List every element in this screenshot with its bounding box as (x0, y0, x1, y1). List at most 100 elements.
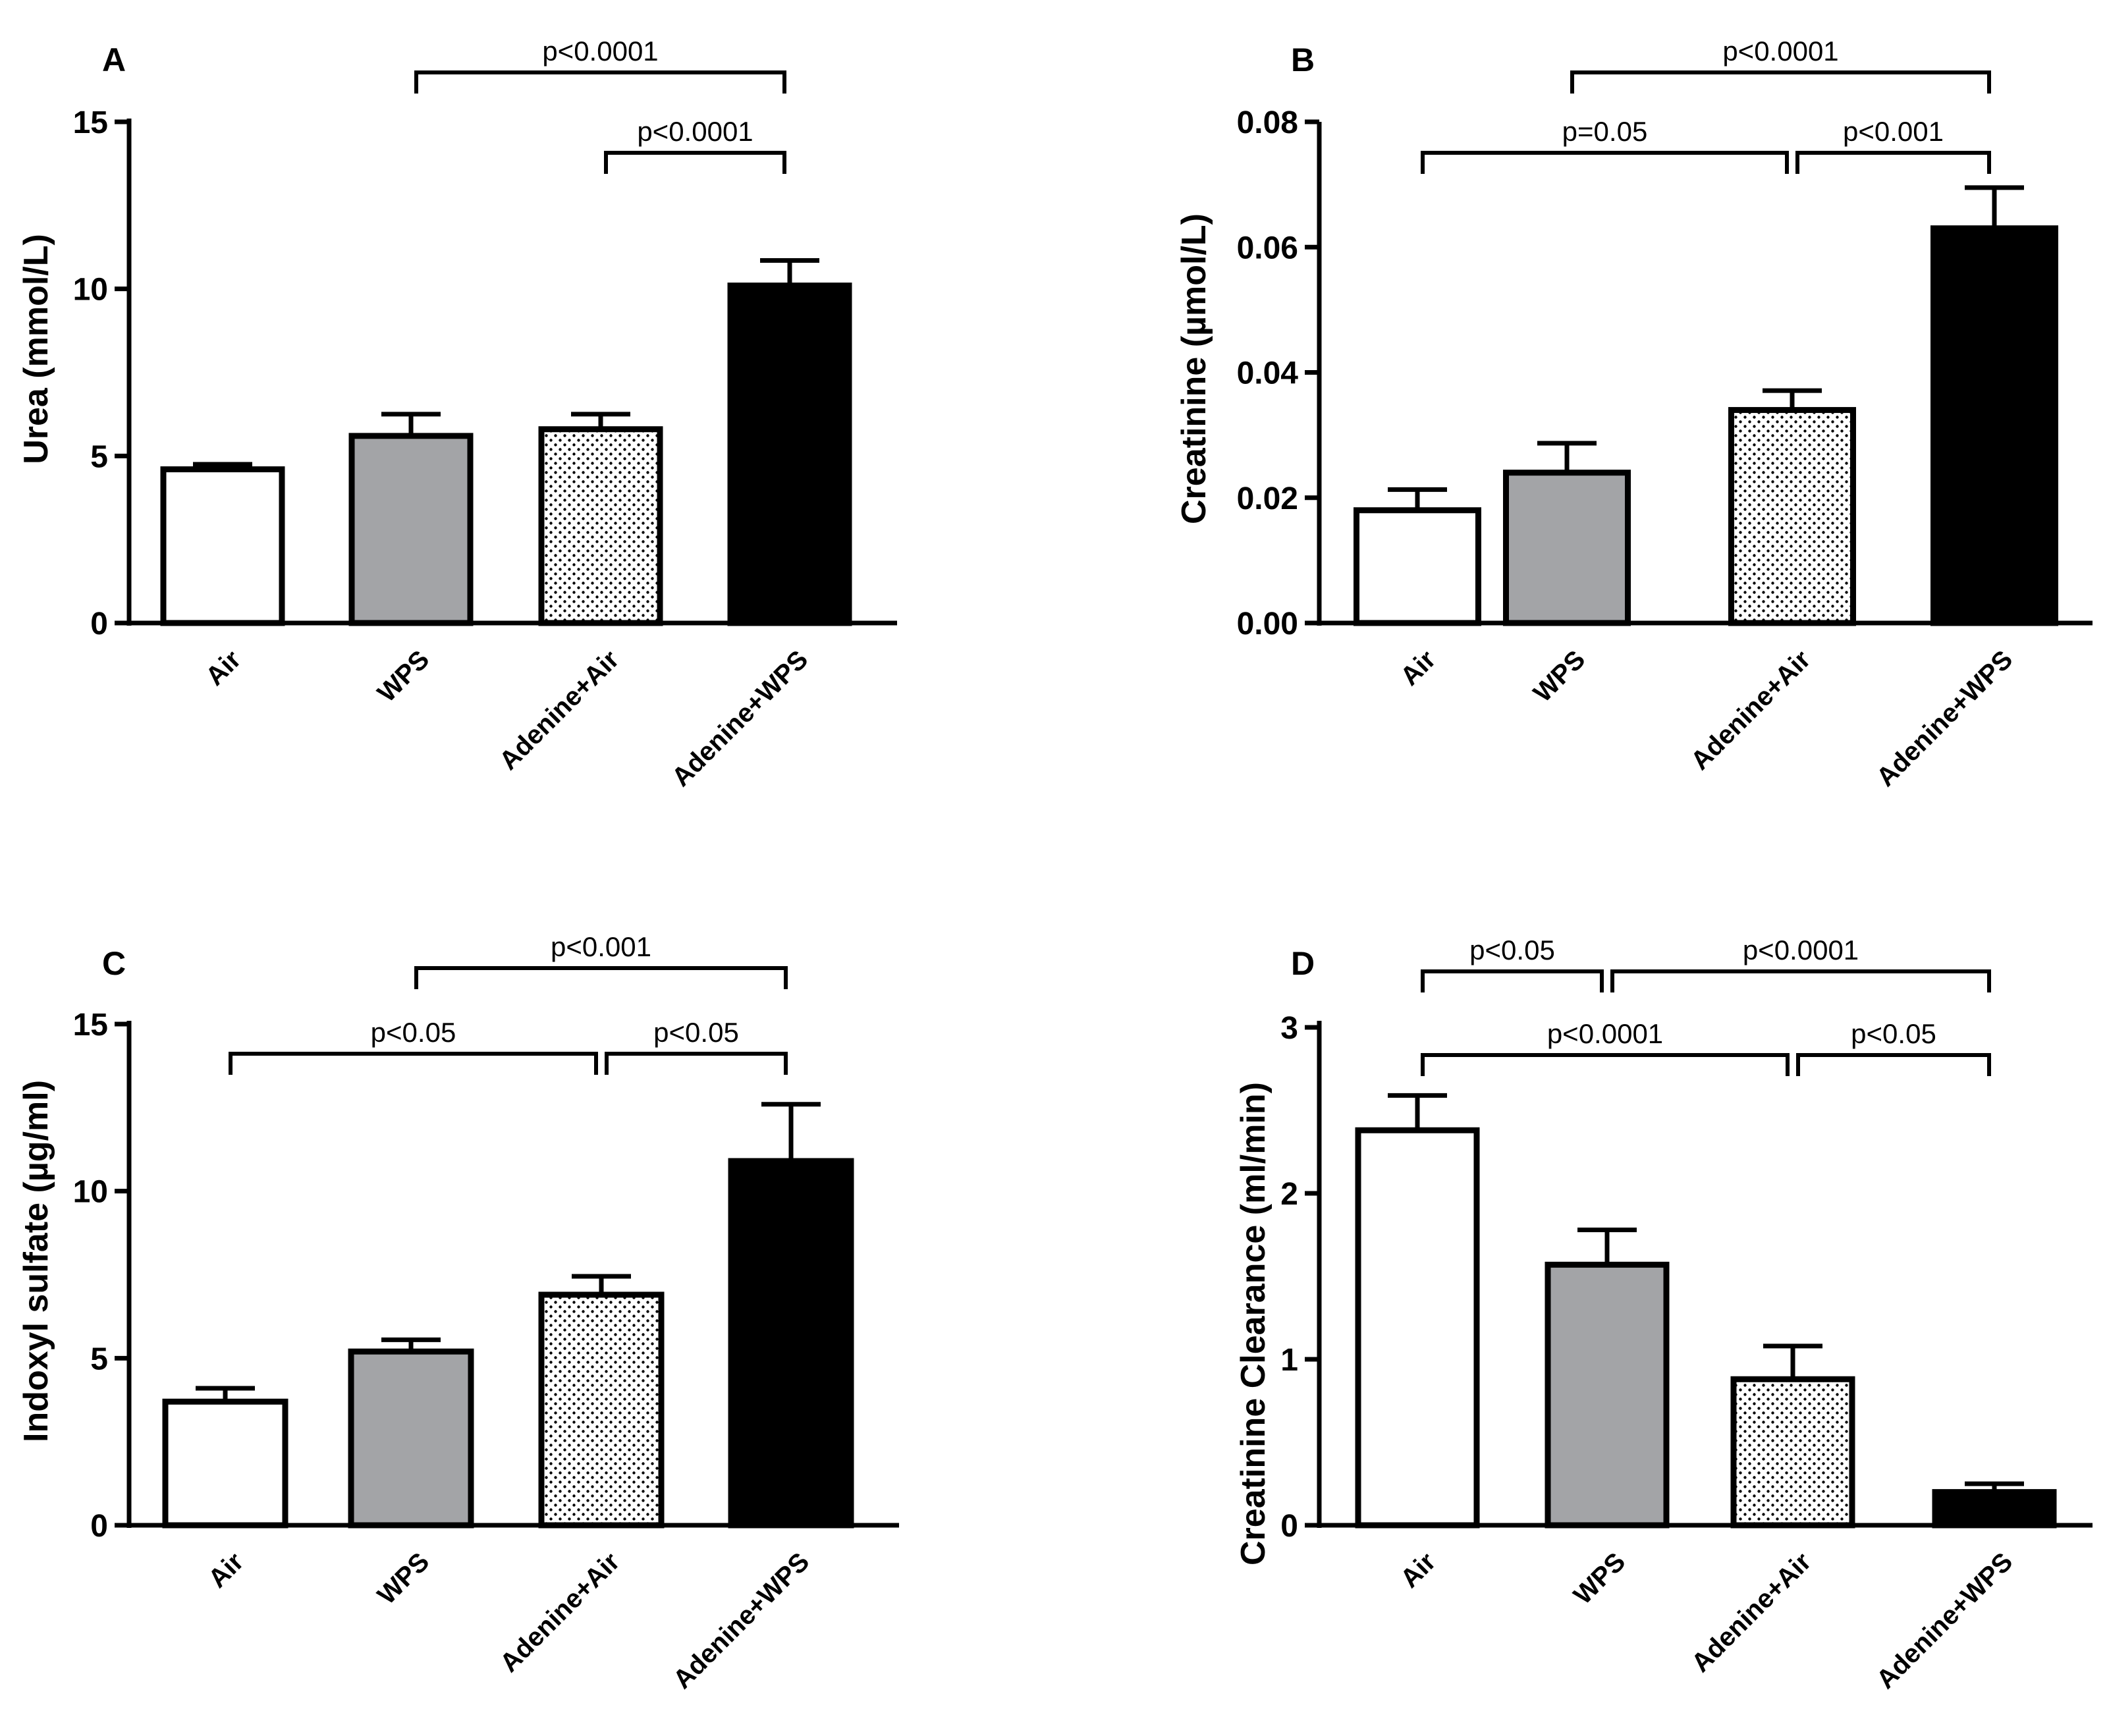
panel-c-bar-wps (348, 1348, 474, 1529)
panel-b-bracket-0-line (1570, 70, 1991, 94)
panel-c-tick-labels: 0 5 10 15 (73, 1008, 108, 1544)
panel-c-letter: C (102, 945, 126, 982)
panel-d-bracket-2-line (1421, 1053, 1790, 1076)
panel-d-bracket-3-label: p<0.05 (1851, 1018, 1936, 1049)
panel-d-ticks (1305, 1025, 1319, 1528)
panel-a-tick-labels: 0 5 10 15 (73, 105, 108, 641)
panel-d-category-label-air: Air (1395, 1547, 1441, 1593)
panel-d-bracket-0-label: p<0.05 (1469, 935, 1555, 965)
panel-a-category-label-wps: WPS (372, 645, 435, 708)
panel-d-error-bars (1388, 1093, 2024, 1492)
panel-b-bracket-0: p<0.0001 (1570, 36, 1991, 94)
panel-c-bracket-1-line (229, 1052, 598, 1075)
panel-a-tick-label-3: 15 (73, 105, 108, 140)
panel-c-bar-adenine-wps (728, 1158, 854, 1529)
panel-a-ylabel: Urea (mmol/L) (17, 234, 55, 464)
panel-c-tick-label-2: 10 (73, 1175, 108, 1210)
panel-b-bracket-2-label: p<0.001 (1843, 116, 1944, 147)
panel-b-category-label-wps: WPS (1528, 645, 1591, 708)
panel-a-category-labels: Air WPS Adenine+Air Adenine+WPS (200, 645, 813, 792)
panel-b-error-bar-air (1388, 487, 1447, 510)
panel-c-ylabel: Indoxyl sulfate (µg/ml) (17, 1080, 55, 1442)
panel-d-category-labels: Air WPS Adenine+Air Adenine+WPS (1395, 1547, 2018, 1695)
panel-a-category-label-adenine-wps: Adenine+WPS (667, 645, 814, 792)
panel-a-significance: p<0.0001 p<0.0001 (414, 36, 786, 174)
panel-a-ylabel-group: Urea (mmol/L) (17, 234, 55, 464)
panel-c-error-bar-adenine-wps (761, 1102, 821, 1162)
panel-d: D Creatinine Clearance (ml/min) 0 1 2 3 … (1234, 935, 2093, 1695)
panel-d-tick-label-1: 1 (1280, 1343, 1298, 1378)
panel-a-error-bar-wps (381, 412, 441, 436)
panel-b-error-bar-wps (1537, 441, 1597, 473)
panel-b-bracket-2: p<0.001 (1795, 116, 1991, 174)
panel-a-bracket-1-label: p<0.0001 (637, 116, 753, 147)
panel-c-category-label-air: Air (203, 1547, 249, 1593)
panel-b-significance: p<0.0001 p=0.05 p<0.001 (1421, 36, 1991, 174)
panel-b-category-label-adenine-air: Adenine+Air (1685, 645, 1816, 775)
panel-c-category-label-adenine-wps: Adenine+WPS (668, 1547, 815, 1695)
panel-b-bracket-1-label: p=0.05 (1562, 116, 1648, 147)
panel-b-bracket-1: p=0.05 (1421, 116, 1789, 174)
panel-a-error-bars (193, 258, 819, 470)
panel-d-error-bar-adenine-air (1763, 1343, 1822, 1380)
panel-a-bracket-0-label: p<0.0001 (542, 36, 658, 67)
panel-b-bracket-0-label: p<0.0001 (1722, 36, 1838, 67)
panel-d-tick-label-2: 2 (1280, 1177, 1298, 1212)
panel-d-bracket-3-line (1796, 1053, 1991, 1076)
panel-b-bar-adenine-air (1728, 407, 1856, 626)
panel-d-bar-adenine-air (1730, 1376, 1855, 1529)
panel-d-significance: p<0.05 p<0.0001 p<0.0001 p<0.05 (1421, 935, 1991, 1076)
panel-d-bracket-1-label: p<0.0001 (1743, 935, 1859, 965)
panel-d-bracket-1-line (1610, 969, 1991, 992)
panel-a-tick-label-0: 0 (90, 607, 108, 641)
panel-d-bracket-0-line (1421, 969, 1604, 992)
panel-b-tick-label-4: 0.08 (1237, 105, 1298, 140)
panel-c-category-label-adenine-air: Adenine+Air (495, 1547, 625, 1677)
panel-b: B Creatinine (µmol/L) 0.00 0.02 0.04 0.0… (1175, 36, 2093, 792)
panel-b-category-label-adenine-wps: Adenine+WPS (1871, 645, 2019, 792)
panel-b-ylabel: Creatinine (µmol/L) (1175, 213, 1213, 524)
panel-d-tick-label-3: 3 (1280, 1011, 1298, 1046)
panel-c-ticks (115, 1021, 129, 1528)
panel-c-tick-label-3: 15 (73, 1008, 108, 1043)
panel-b-error-bar-adenine-wps (1965, 185, 2024, 229)
panel-a-bracket-0-line (414, 70, 786, 94)
panel-b-category-labels: Air WPS Adenine+Air Adenine+WPS (1395, 645, 2018, 792)
panel-b-tick-label-2: 0.04 (1237, 356, 1299, 391)
panel-c: C Indoxyl sulfate (µg/ml) 0 5 10 15 Air … (17, 931, 899, 1695)
panel-d-ylabel-group: Creatinine Clearance (ml/min) (1234, 1082, 1272, 1565)
panel-d-bar-air (1355, 1127, 1480, 1529)
panel-b-bracket-2-line (1795, 151, 1991, 174)
panel-c-bracket-2-label: p<0.05 (653, 1017, 739, 1048)
panel-d-bars (1355, 1127, 2057, 1529)
panel-d-bracket-1: p<0.0001 (1610, 935, 1991, 992)
panel-d-bracket-2: p<0.0001 (1421, 1018, 1790, 1076)
panel-c-bracket-0-label: p<0.001 (551, 931, 651, 962)
panel-a-category-label-air: Air (200, 645, 246, 691)
panel-c-error-bars (196, 1102, 821, 1402)
panel-d-letter: D (1291, 945, 1315, 982)
panel-c-bars (162, 1158, 854, 1529)
panel-a-bracket-1-line (604, 151, 786, 174)
panel-c-significance: p<0.001 p<0.05 p<0.05 (229, 931, 788, 1075)
panel-c-category-label-wps: WPS (372, 1547, 435, 1610)
panel-c-bracket-1-label: p<0.05 (371, 1017, 456, 1048)
panel-b-bars (1354, 225, 2058, 626)
panel-b-category-label-air: Air (1395, 645, 1441, 691)
panel-a-tick-label-2: 10 (73, 273, 108, 308)
panel-a-bar-air (160, 466, 285, 626)
panel-c-category-labels: Air WPS Adenine+Air Adenine+WPS (203, 1547, 815, 1695)
panel-b-tick-labels: 0.00 0.02 0.04 0.06 0.08 (1237, 105, 1299, 641)
panel-b-error-bar-adenine-air (1763, 388, 1822, 410)
panel-c-tick-label-0: 0 (90, 1509, 108, 1544)
panel-b-ticks (1305, 119, 1319, 626)
panel-d-category-label-adenine-wps: Adenine+WPS (1871, 1547, 2019, 1695)
panel-b-ylabel-group: Creatinine (µmol/L) (1175, 213, 1213, 524)
panel-d-bracket-3: p<0.05 (1796, 1018, 1991, 1076)
panel-a-bracket-0: p<0.0001 (414, 36, 786, 94)
panel-b-tick-label-0: 0.00 (1237, 607, 1298, 641)
panel-a-letter: A (102, 41, 126, 78)
panel-d-error-bar-air (1388, 1093, 1447, 1131)
panel-b-bar-wps (1503, 470, 1631, 626)
